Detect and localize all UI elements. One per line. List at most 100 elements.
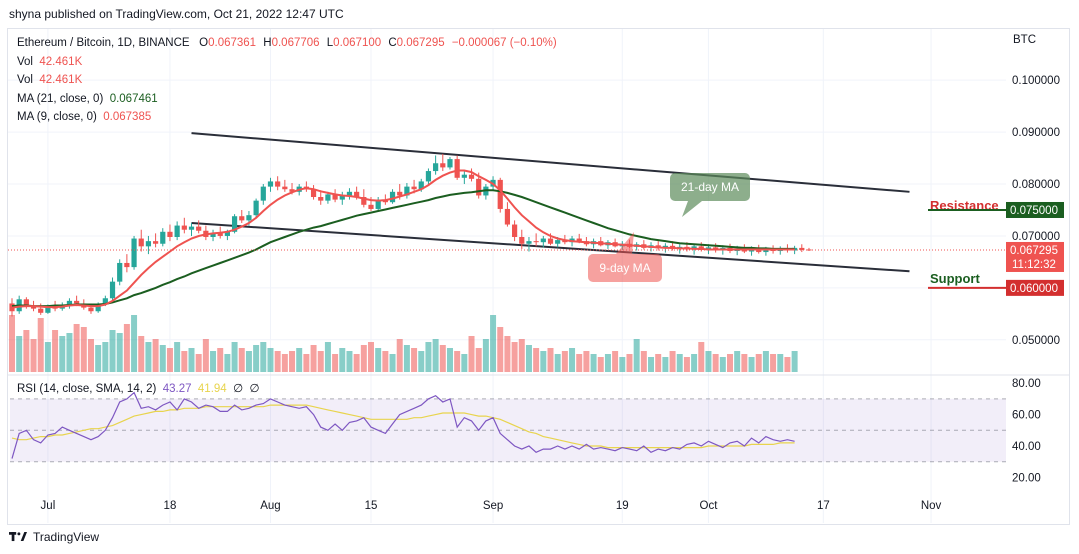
volume-bar: [612, 351, 619, 372]
publisher-line: shyna published on TradingView.com, Oct …: [9, 7, 344, 21]
volume-bar: [174, 342, 181, 372]
volume-bar: [511, 342, 518, 372]
volume-bar: [626, 354, 633, 372]
price-tick-label: 0.050000: [1012, 335, 1060, 347]
grid: [8, 29, 1006, 523]
moving-averages: [8, 169, 1006, 309]
volume-bar: [317, 351, 324, 372]
ma21-label: MA (21, close, 0): [17, 92, 104, 105]
volume-bar: [123, 324, 130, 372]
volume-bar: [533, 348, 540, 372]
candle-body: [181, 225, 187, 230]
candle-body: [691, 246, 697, 250]
footer-brand[interactable]: TradingView: [9, 530, 99, 544]
candle-body: [160, 231, 166, 244]
candle-body: [95, 304, 101, 312]
volume-bar: [346, 351, 353, 372]
candle-body: [454, 159, 460, 178]
support-label: Support: [930, 271, 980, 286]
volume-bar: [432, 339, 439, 372]
rsi-tick-label: 40.00: [1012, 441, 1041, 453]
time-tick-label: Jul: [41, 500, 56, 512]
volume-bar: [145, 342, 152, 372]
candle-body: [224, 231, 230, 236]
candle-body: [167, 231, 173, 237]
volume-bar: [461, 354, 468, 372]
candle-body: [461, 174, 467, 178]
ma21-row: MA (21, close, 0) 0.067461: [17, 90, 557, 109]
ma21-bubble-text: 21-day MA: [681, 180, 739, 194]
volume-bar: [698, 342, 705, 372]
price-tick-label: 0.070000: [1012, 231, 1060, 243]
candle-body: [325, 194, 331, 201]
candle-body: [153, 241, 159, 244]
volume-bar: [324, 342, 331, 372]
volume-bar: [274, 351, 281, 372]
channel-lower-line: [191, 221, 910, 273]
candle-body: [217, 233, 223, 236]
candle-body: [138, 238, 144, 247]
volume-bar: [37, 318, 44, 372]
candle-body: [102, 298, 108, 305]
candle-body: [375, 199, 381, 209]
candle-body: [267, 181, 274, 187]
candle-body: [418, 181, 424, 190]
ma9-value: 0.067385: [103, 111, 152, 123]
volume-bar: [525, 345, 532, 372]
rsi-empty-2: ∅: [249, 383, 260, 395]
ma9-label: MA (9, close, 0): [17, 111, 97, 123]
volume-bar: [210, 351, 217, 372]
candle-body: [526, 241, 532, 244]
volume-bar: [683, 357, 690, 372]
high-value: 0.067706: [271, 37, 320, 49]
candle-body: [231, 216, 238, 232]
rsi-tick-label: 80.00: [1012, 378, 1041, 390]
high-label: H: [263, 37, 272, 49]
candle-body: [792, 247, 798, 251]
candle-body: [188, 226, 195, 230]
rsi-label[interactable]: RSI (14, close, SMA, 14, 2): [17, 383, 157, 395]
volume-bar: [403, 345, 410, 372]
volume-bar: [217, 348, 224, 372]
volume-bar: [504, 336, 511, 372]
volume-bar: [159, 345, 166, 372]
change-value: −0.000067 (−0.10%): [451, 37, 557, 49]
main-legend: Ethereum / Bitcoin, 1D, BINANCE O0.06736…: [17, 34, 557, 127]
volume-bar: [166, 348, 173, 372]
volume-bar: [784, 357, 791, 372]
candle-body: [318, 197, 324, 201]
candle-body: [346, 191, 353, 196]
volume-bar: [482, 339, 489, 372]
candle-body: [547, 238, 554, 244]
volume-bar: [95, 345, 102, 372]
volume-bar: [9, 315, 15, 372]
candle-body: [131, 238, 137, 268]
candle-body: [109, 281, 116, 299]
volume-bar: [303, 354, 310, 372]
volume-bar: [188, 348, 195, 372]
volume-bar: [389, 354, 396, 372]
ma21-bubble: [670, 173, 750, 201]
candle-body: [533, 241, 539, 243]
countdown: 11:12:32: [1012, 259, 1056, 271]
volume-bar: [727, 354, 733, 372]
volume-bar: [368, 342, 374, 372]
volume-bar: [418, 351, 425, 372]
candle-body: [763, 249, 769, 253]
ma9-bubble: [588, 254, 662, 282]
candle-body: [253, 200, 259, 216]
candle-body: [74, 300, 80, 304]
last-price-tag: [1006, 241, 1064, 272]
candle-body: [196, 226, 202, 231]
candle-body: [239, 216, 245, 221]
volume-bar: [396, 339, 403, 372]
low-label: L: [326, 37, 334, 49]
volume-bar: [281, 354, 288, 372]
volume-bar: [267, 348, 274, 372]
symbol-label[interactable]: Ethereum / Bitcoin, 1D, BINANCE: [17, 37, 190, 49]
volume-bar: [454, 351, 461, 372]
volume-bar: [231, 342, 238, 372]
volume-bar: [640, 351, 647, 372]
support-price: 0.060000: [1010, 283, 1058, 295]
